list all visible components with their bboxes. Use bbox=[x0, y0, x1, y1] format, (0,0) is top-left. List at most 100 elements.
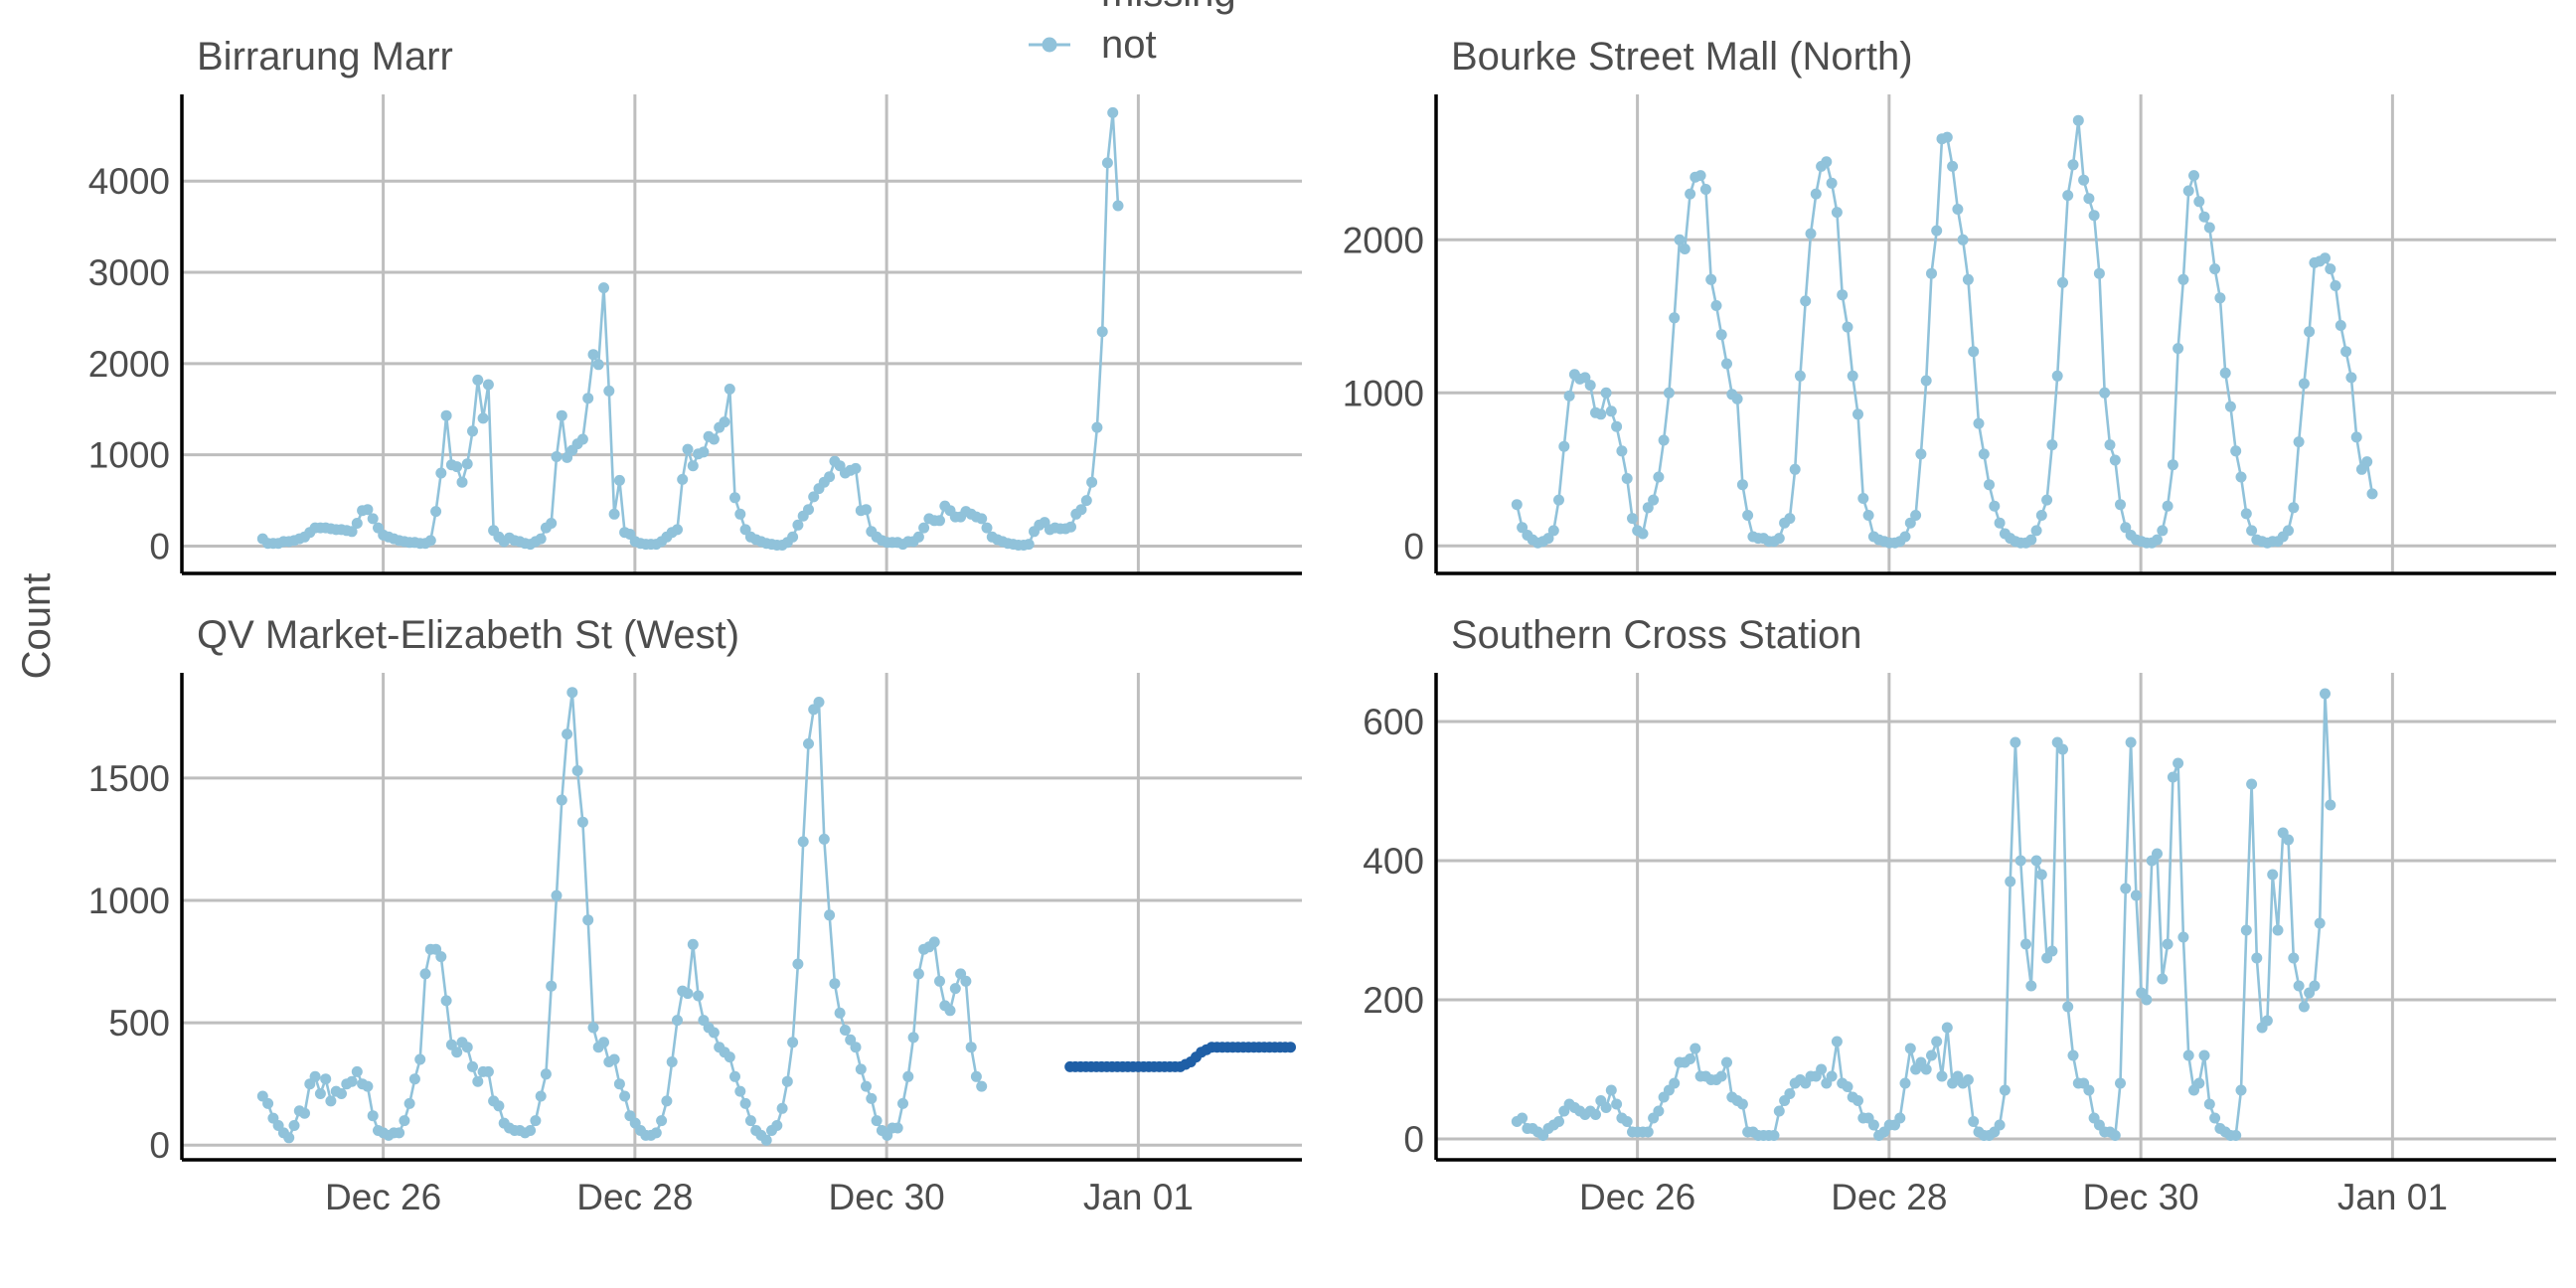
data-point bbox=[546, 980, 558, 992]
data-point bbox=[587, 349, 599, 361]
data-point bbox=[2214, 292, 2226, 304]
data-point bbox=[2193, 1077, 2205, 1089]
data-point bbox=[724, 1051, 735, 1063]
data-point bbox=[576, 816, 588, 828]
data-point bbox=[2041, 494, 2053, 506]
data-point bbox=[592, 359, 604, 371]
data-point bbox=[2062, 190, 2074, 202]
data-point bbox=[949, 983, 961, 995]
data-point bbox=[760, 1134, 772, 1146]
data-point bbox=[1694, 170, 1706, 182]
data-point bbox=[656, 1115, 668, 1127]
data-point bbox=[734, 1085, 746, 1097]
data-point bbox=[467, 425, 478, 437]
data-point bbox=[2025, 980, 2037, 992]
data-point bbox=[1842, 1081, 1853, 1092]
data-point bbox=[2157, 525, 2169, 537]
data-point bbox=[1899, 531, 1911, 543]
data-point bbox=[1710, 300, 1722, 311]
y-tick-label: 2000 bbox=[88, 344, 170, 385]
data-point bbox=[2219, 367, 2231, 379]
data-point bbox=[435, 951, 447, 963]
data-point bbox=[2340, 346, 2352, 358]
data-point bbox=[813, 697, 825, 708]
data-point bbox=[934, 975, 945, 987]
data-point bbox=[818, 833, 830, 845]
data-point bbox=[834, 1007, 846, 1019]
data-point bbox=[2246, 778, 2258, 790]
data-point bbox=[1065, 521, 1076, 533]
data-point bbox=[650, 1127, 662, 1139]
data-point bbox=[2240, 924, 2252, 936]
data-point bbox=[907, 1032, 919, 1044]
data-point bbox=[824, 909, 836, 921]
data-point bbox=[467, 1060, 478, 1072]
data-point bbox=[2014, 855, 2026, 867]
data-point bbox=[687, 460, 699, 472]
data-point bbox=[1926, 267, 1937, 279]
data-point bbox=[2198, 1049, 2210, 1061]
data-point bbox=[1579, 372, 1591, 384]
data-point bbox=[965, 1042, 977, 1053]
data-point bbox=[708, 1027, 720, 1039]
data-point bbox=[1842, 321, 1853, 333]
data-point bbox=[1674, 234, 1686, 245]
data-point bbox=[2261, 1015, 2273, 1027]
data-point bbox=[2314, 917, 2326, 929]
data-point bbox=[1096, 326, 1108, 338]
data-point bbox=[719, 416, 730, 428]
x-tick-label: Jan 01 bbox=[1083, 1177, 1194, 1217]
data-point bbox=[666, 1056, 678, 1067]
y-tick-label: 1000 bbox=[88, 435, 170, 476]
data-point bbox=[2230, 1130, 2242, 1141]
y-tick-label: 2000 bbox=[1343, 220, 1424, 260]
data-point bbox=[1715, 1070, 1727, 1082]
data-point bbox=[367, 513, 379, 525]
x-tick-label: Dec 28 bbox=[576, 1177, 693, 1217]
data-point bbox=[2025, 534, 2037, 546]
data-point bbox=[2298, 1001, 2310, 1013]
data-point bbox=[1517, 522, 1529, 534]
data-point bbox=[912, 968, 924, 980]
data-point bbox=[2083, 1084, 2095, 1096]
data-point bbox=[1800, 295, 1812, 307]
data-point bbox=[1736, 479, 1748, 491]
data-point bbox=[970, 1070, 982, 1082]
data-point bbox=[2057, 276, 2068, 288]
data-point bbox=[1621, 1116, 1633, 1127]
data-point bbox=[2298, 378, 2310, 390]
data-point bbox=[2173, 343, 2184, 355]
data-point bbox=[394, 1127, 405, 1139]
data-point bbox=[2167, 459, 2178, 471]
x-tick-label: Dec 30 bbox=[2083, 1177, 2199, 1217]
data-point bbox=[2125, 736, 2137, 748]
data-point bbox=[1685, 188, 1696, 200]
data-point bbox=[1805, 228, 1817, 240]
data-point bbox=[535, 533, 547, 545]
data-point bbox=[2235, 1084, 2247, 1096]
data-point bbox=[2193, 196, 2205, 208]
data-point bbox=[571, 765, 583, 776]
data-point bbox=[1989, 500, 2001, 512]
data-point bbox=[2030, 525, 2042, 537]
data-point bbox=[2035, 510, 2047, 521]
data-point bbox=[551, 451, 563, 462]
data-point bbox=[1600, 387, 1612, 399]
data-point bbox=[477, 412, 489, 424]
data-point bbox=[1894, 1112, 1906, 1124]
data-point bbox=[2141, 994, 2153, 1006]
data-point bbox=[902, 1070, 914, 1082]
data-point bbox=[1637, 528, 1649, 540]
data-point bbox=[1931, 1036, 1943, 1047]
data-point bbox=[2203, 1098, 2215, 1110]
data-point bbox=[283, 1132, 295, 1144]
data-point bbox=[451, 1046, 463, 1058]
data-point bbox=[2099, 387, 2111, 399]
data-point bbox=[424, 535, 436, 547]
data-point bbox=[1857, 493, 1869, 504]
data-point bbox=[2046, 945, 2058, 957]
gridlines bbox=[1436, 673, 2556, 1160]
data-point bbox=[1547, 525, 1559, 537]
data-point bbox=[1086, 476, 1098, 488]
data-point bbox=[2078, 174, 2090, 186]
